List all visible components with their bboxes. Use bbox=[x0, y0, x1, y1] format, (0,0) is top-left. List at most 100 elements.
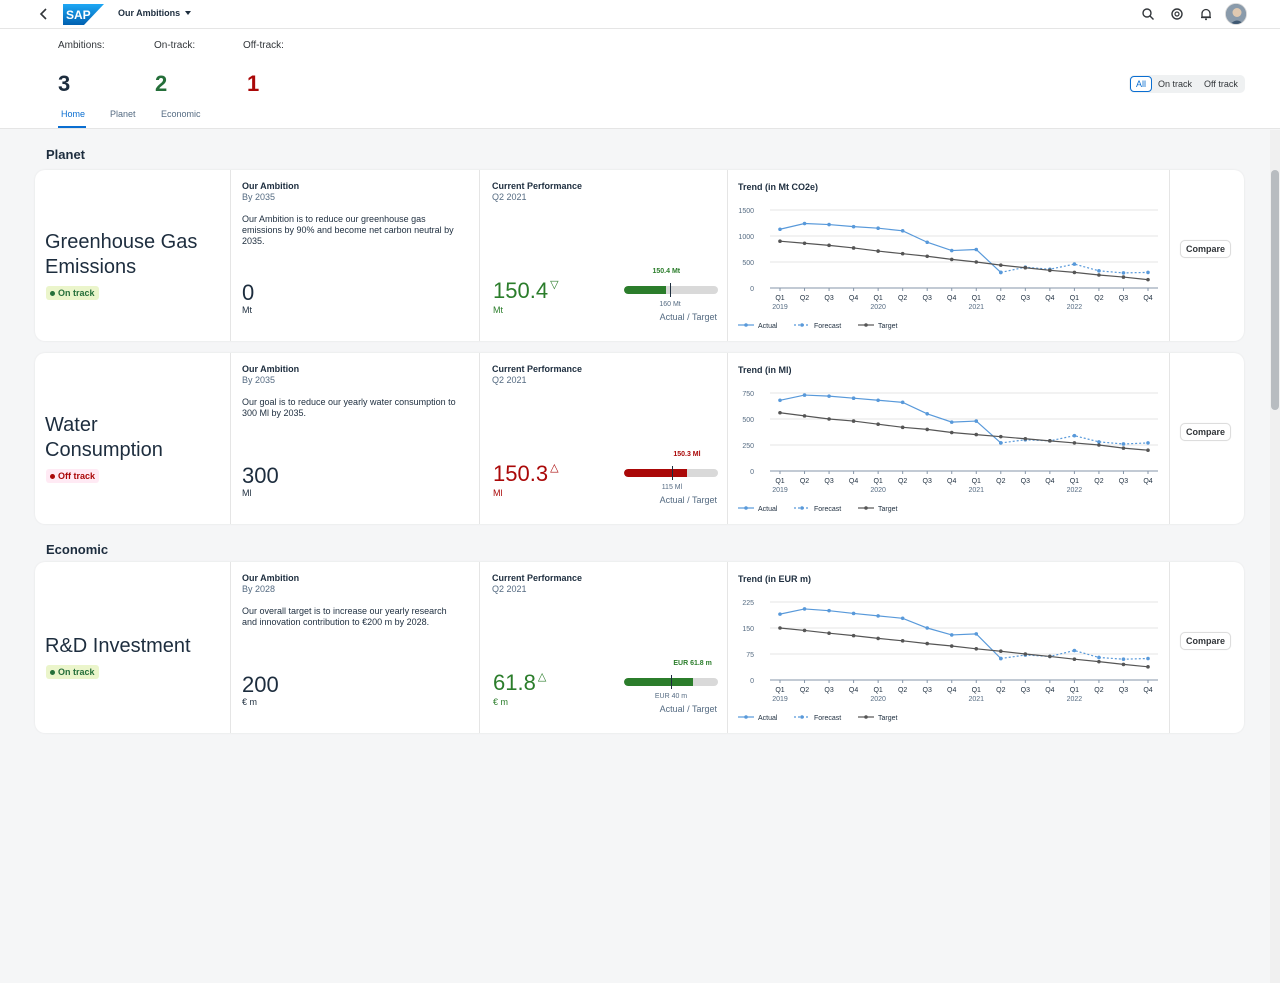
data-point-actual[interactable] bbox=[778, 612, 782, 616]
data-point-target[interactable] bbox=[1146, 277, 1150, 282]
at-sign-icon[interactable] bbox=[1170, 7, 1184, 21]
data-point-forecast[interactable] bbox=[1072, 433, 1077, 438]
data-point-target[interactable] bbox=[1097, 273, 1101, 277]
data-point-actual[interactable] bbox=[802, 393, 807, 397]
data-point-actual[interactable] bbox=[949, 633, 954, 637]
data-point-target[interactable] bbox=[949, 257, 954, 262]
data-point-forecast[interactable] bbox=[999, 270, 1003, 275]
data-point-target[interactable] bbox=[900, 639, 905, 643]
data-point-actual[interactable] bbox=[876, 226, 880, 230]
data-point-forecast[interactable] bbox=[1121, 657, 1126, 661]
data-point-actual[interactable] bbox=[900, 229, 905, 233]
data-point-actual[interactable] bbox=[900, 616, 905, 621]
data-point-actual[interactable] bbox=[802, 607, 807, 611]
data-point-target[interactable] bbox=[1023, 652, 1028, 656]
data-point-target[interactable] bbox=[925, 641, 929, 646]
data-point-target[interactable] bbox=[1072, 441, 1077, 445]
bell-icon[interactable] bbox=[1199, 7, 1213, 21]
data-point-target[interactable] bbox=[778, 239, 782, 243]
data-point-forecast[interactable] bbox=[1097, 440, 1101, 444]
compare-button[interactable]: Compare bbox=[1180, 632, 1232, 650]
data-point-target[interactable] bbox=[949, 430, 954, 435]
tab-economic[interactable]: Economic bbox=[161, 109, 201, 119]
data-point-target[interactable] bbox=[949, 644, 954, 648]
data-point-forecast[interactable] bbox=[1146, 270, 1150, 275]
data-point-target[interactable] bbox=[999, 434, 1003, 439]
data-point-target[interactable] bbox=[1023, 436, 1028, 441]
data-point-actual[interactable] bbox=[851, 224, 856, 229]
data-point-target[interactable] bbox=[925, 254, 929, 259]
data-point-target[interactable] bbox=[1121, 275, 1126, 279]
data-point-forecast[interactable] bbox=[1097, 269, 1101, 273]
data-point-actual[interactable] bbox=[851, 611, 856, 616]
data-point-target[interactable] bbox=[974, 260, 979, 264]
data-point-target[interactable] bbox=[1121, 662, 1126, 667]
data-point-target[interactable] bbox=[876, 249, 880, 253]
data-point-target[interactable] bbox=[1121, 446, 1126, 450]
compare-button[interactable]: Compare bbox=[1180, 423, 1232, 441]
data-point-target[interactable] bbox=[1048, 268, 1052, 273]
data-point-target[interactable] bbox=[851, 419, 856, 423]
avatar[interactable] bbox=[1225, 3, 1247, 25]
data-point-actual[interactable] bbox=[827, 394, 831, 398]
data-point-target[interactable] bbox=[1097, 659, 1101, 664]
data-point-actual[interactable] bbox=[827, 222, 831, 227]
filter-all-button[interactable]: All bbox=[1130, 76, 1153, 92]
data-point-target[interactable] bbox=[1097, 443, 1101, 447]
data-point-actual[interactable] bbox=[876, 614, 880, 618]
data-point-forecast[interactable] bbox=[1146, 656, 1150, 661]
data-point-actual[interactable] bbox=[925, 412, 929, 416]
data-point-actual[interactable] bbox=[851, 396, 856, 400]
data-point-target[interactable] bbox=[778, 410, 782, 415]
filter-on-track-button[interactable]: On track bbox=[1158, 79, 1193, 89]
data-point-target[interactable] bbox=[974, 647, 979, 651]
data-point-actual[interactable] bbox=[949, 248, 954, 253]
data-point-target[interactable] bbox=[1072, 270, 1077, 275]
data-point-target[interactable] bbox=[827, 243, 831, 248]
data-point-actual[interactable] bbox=[974, 632, 979, 636]
chevron-left-icon[interactable] bbox=[36, 6, 52, 22]
data-point-target[interactable] bbox=[1023, 265, 1028, 270]
tab-home[interactable]: Home bbox=[61, 109, 86, 119]
search-icon[interactable] bbox=[1141, 7, 1155, 21]
data-point-target[interactable] bbox=[1048, 654, 1052, 659]
data-point-actual[interactable] bbox=[974, 419, 979, 423]
data-point-target[interactable] bbox=[827, 631, 831, 635]
data-point-forecast[interactable] bbox=[1121, 271, 1126, 275]
data-point-forecast[interactable] bbox=[1146, 441, 1150, 445]
data-point-target[interactable] bbox=[778, 626, 782, 630]
data-point-target[interactable] bbox=[876, 422, 880, 426]
data-point-target[interactable] bbox=[1146, 448, 1150, 452]
data-point-target[interactable] bbox=[974, 432, 979, 437]
scrollbar-thumb[interactable] bbox=[1271, 170, 1279, 410]
data-point-forecast[interactable] bbox=[999, 441, 1003, 445]
data-point-target[interactable] bbox=[851, 633, 856, 638]
data-point-forecast[interactable] bbox=[1072, 648, 1077, 653]
data-point-target[interactable] bbox=[900, 425, 905, 430]
data-point-actual[interactable] bbox=[802, 221, 807, 226]
data-point-target[interactable] bbox=[802, 241, 807, 246]
data-point-target[interactable] bbox=[925, 427, 929, 432]
data-point-target[interactable] bbox=[1072, 657, 1077, 661]
data-point-target[interactable] bbox=[1048, 439, 1052, 443]
app-title-menu[interactable]: Our Ambitions bbox=[118, 8, 192, 18]
scrollbar-track[interactable] bbox=[1270, 130, 1280, 983]
data-point-actual[interactable] bbox=[925, 626, 929, 630]
data-point-forecast[interactable] bbox=[1072, 262, 1077, 266]
data-point-actual[interactable] bbox=[778, 398, 782, 403]
data-point-target[interactable] bbox=[851, 246, 856, 250]
data-point-target[interactable] bbox=[802, 414, 807, 418]
data-point-forecast[interactable] bbox=[999, 656, 1003, 661]
data-point-target[interactable] bbox=[827, 417, 831, 421]
data-point-forecast[interactable] bbox=[1097, 655, 1101, 660]
data-point-actual[interactable] bbox=[778, 227, 782, 232]
data-point-actual[interactable] bbox=[900, 400, 905, 405]
data-point-target[interactable] bbox=[802, 628, 807, 633]
data-point-target[interactable] bbox=[1146, 665, 1150, 669]
data-point-target[interactable] bbox=[876, 636, 880, 641]
data-point-forecast[interactable] bbox=[1121, 442, 1126, 446]
data-point-target[interactable] bbox=[999, 649, 1003, 654]
data-point-target[interactable] bbox=[999, 263, 1003, 267]
data-point-actual[interactable] bbox=[974, 247, 979, 252]
filter-off-track-button[interactable]: Off track bbox=[1204, 79, 1238, 89]
